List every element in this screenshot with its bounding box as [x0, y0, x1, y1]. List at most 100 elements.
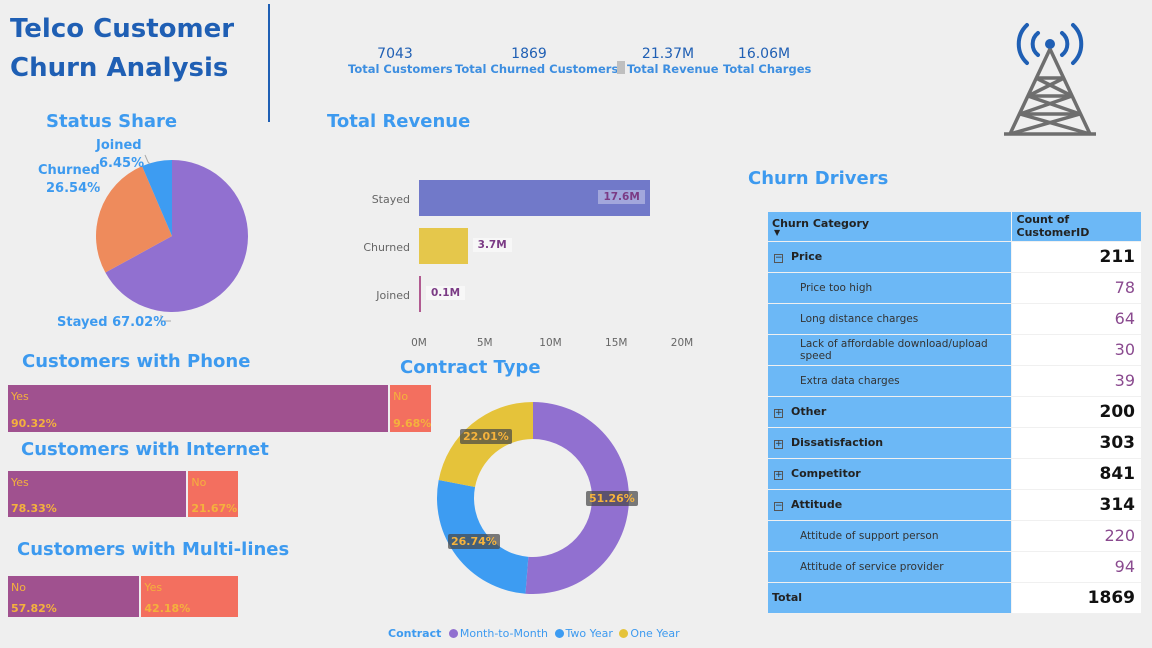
segment-label: No	[393, 390, 409, 403]
row-value: 78	[1011, 272, 1141, 304]
donut-slice-one-year[interactable]	[438, 402, 533, 487]
segment-label: No	[11, 581, 26, 594]
segment-value: 42.18%	[144, 602, 191, 615]
table-row: Attitude of support person 220	[768, 520, 1141, 552]
table-row-competitor: + Competitor 841	[768, 458, 1141, 490]
row-label: Other	[791, 405, 827, 418]
header-divider	[268, 4, 270, 122]
phone-title: Customers with Phone	[22, 351, 251, 372]
internet-stacked-bar: Yes 78.33% No 21.67%	[8, 471, 238, 517]
row-value: 94	[1011, 551, 1141, 583]
axis-tick-label: 20M	[670, 337, 694, 349]
churn-drivers-table: Churn Category ▼ Count of CustomerID − Pri…	[768, 212, 1141, 614]
status-share-pie	[96, 154, 249, 322]
revenue-bar-joined	[419, 276, 421, 312]
kpi-marker	[617, 61, 625, 74]
axis-tick-label: 15M	[605, 337, 628, 349]
table-row-total: Total 1869	[768, 582, 1141, 614]
revenue-bar-stayed	[419, 180, 651, 216]
cell-tower-icon	[1004, 23, 1096, 136]
segment-label: Yes	[11, 476, 29, 489]
segment-value: 57.82%	[11, 602, 57, 615]
row-label: Attitude of service provider	[768, 551, 1012, 583]
row-label: Price	[791, 250, 823, 263]
donut-label-one-year: 22.01%	[460, 429, 512, 444]
segment-value: 90.32%	[11, 417, 57, 430]
pie-slice-stayed[interactable]	[105, 160, 249, 312]
row-label: Dissatisfaction	[791, 436, 884, 449]
bar-category-label: Churned	[363, 241, 410, 254]
kpi-total-charges: 16.06M Total Charges	[723, 46, 812, 76]
legend-dot	[619, 629, 629, 638]
pie-value-stayed: 67.02%	[112, 315, 167, 330]
collapse-icon[interactable]: −	[774, 501, 783, 511]
axis-tick-label: 0M	[411, 337, 427, 349]
page-title: Telco Customer Churn Analysis	[10, 10, 234, 88]
table-row-attitude: − Attitude 314	[768, 489, 1141, 521]
total-revenue-title: Total Revenue	[327, 111, 471, 132]
row-label: Price too high	[768, 272, 1012, 304]
sort-down-icon[interactable]: ▼	[774, 227, 781, 237]
table-row: Long distance charges 64	[768, 303, 1141, 335]
kpi-total-revenue: 21.37M Total Revenue	[627, 46, 719, 76]
kpi-label: Total Churned Customers	[455, 62, 619, 76]
pie-slice-joined[interactable]	[142, 160, 172, 236]
row-label: Total	[768, 582, 1012, 614]
phone-segment-no: No 9.68%	[390, 385, 431, 432]
legend-item-one-year[interactable]: One Year	[619, 627, 680, 640]
row-value: 841	[1011, 458, 1141, 490]
pie-label-stayed: Stayed 67.02%	[57, 314, 166, 332]
row-label: Competitor	[791, 467, 861, 480]
legend-text: Two Year	[565, 627, 613, 640]
legend-title: Contract	[388, 627, 442, 640]
bar-category-label: Stayed	[371, 193, 410, 206]
multilines-segment-yes: Yes 42.18%	[141, 576, 238, 617]
bar-value-label: 0.1M	[426, 286, 466, 300]
legend-text: One Year	[630, 627, 680, 640]
legend-dot	[554, 629, 564, 638]
contract-title: Contract Type	[400, 357, 541, 378]
row-value: 314	[1011, 489, 1141, 521]
multilines-stacked-bar: No 57.82% Yes 42.18%	[8, 576, 238, 617]
axis-tick-label: 5M	[476, 337, 493, 349]
segment-label: Yes	[144, 581, 163, 594]
expand-icon[interactable]: +	[774, 470, 783, 480]
row-label: Extra data charges	[768, 365, 1012, 397]
collapse-icon[interactable]: −	[774, 253, 783, 263]
multilines-title: Customers with Multi-lines	[17, 539, 290, 560]
bar-value-label: 3.7M	[472, 238, 512, 252]
legend-item-month[interactable]: Month-to-Month	[448, 627, 548, 640]
table-row: Lack of affordable download/upload speed…	[768, 334, 1141, 366]
table-row: Extra data charges 39	[768, 365, 1141, 397]
internet-segment-yes: Yes 78.33%	[8, 471, 187, 517]
page-title-line1: Telco Customer	[10, 14, 235, 44]
multilines-segment-no: No 57.82%	[8, 576, 140, 617]
legend-item-two-year[interactable]: Two Year	[554, 627, 613, 640]
row-label: Attitude	[791, 498, 843, 511]
donut-slice-month[interactable]	[525, 402, 629, 594]
segment-label: No	[191, 476, 207, 489]
expand-icon[interactable]: +	[774, 408, 783, 418]
expand-icon[interactable]: +	[774, 439, 783, 449]
phone-stacked-bar: Yes 90.32% No 9.68%	[8, 385, 431, 432]
kpi-value: 21.37M	[641, 46, 695, 62]
table-row: Attitude of service provider 94	[768, 551, 1141, 583]
donut-label-two-year: 26.74%	[448, 534, 500, 549]
segment-value: 78.33%	[11, 502, 57, 515]
axis-tick-label: 10M	[539, 337, 562, 349]
kpi-total-churned: 1869 Total Churned Customers	[455, 46, 619, 76]
donut-label-month: 51.26%	[586, 491, 638, 506]
phone-segment-yes: Yes 90.32%	[8, 385, 389, 432]
bar-value-label: 17.6M	[598, 190, 645, 204]
kpi-total-customers: 7043 Total Customers	[348, 46, 453, 76]
col-header-category[interactable]: Churn Category ▼	[768, 212, 1012, 242]
pie-value-joined: 6.45%	[99, 156, 145, 171]
row-value: 220	[1011, 520, 1141, 552]
table-row: Price too high 78	[768, 272, 1141, 304]
segment-label: Yes	[11, 390, 29, 403]
col-header-count[interactable]: Count of CustomerID	[1011, 212, 1141, 242]
pie-label-churned: Churned	[38, 163, 100, 178]
pie-slice-churned[interactable]	[96, 166, 172, 273]
table-row-price: − Price 211	[768, 241, 1141, 273]
kpi-label: Total Charges	[723, 62, 812, 76]
